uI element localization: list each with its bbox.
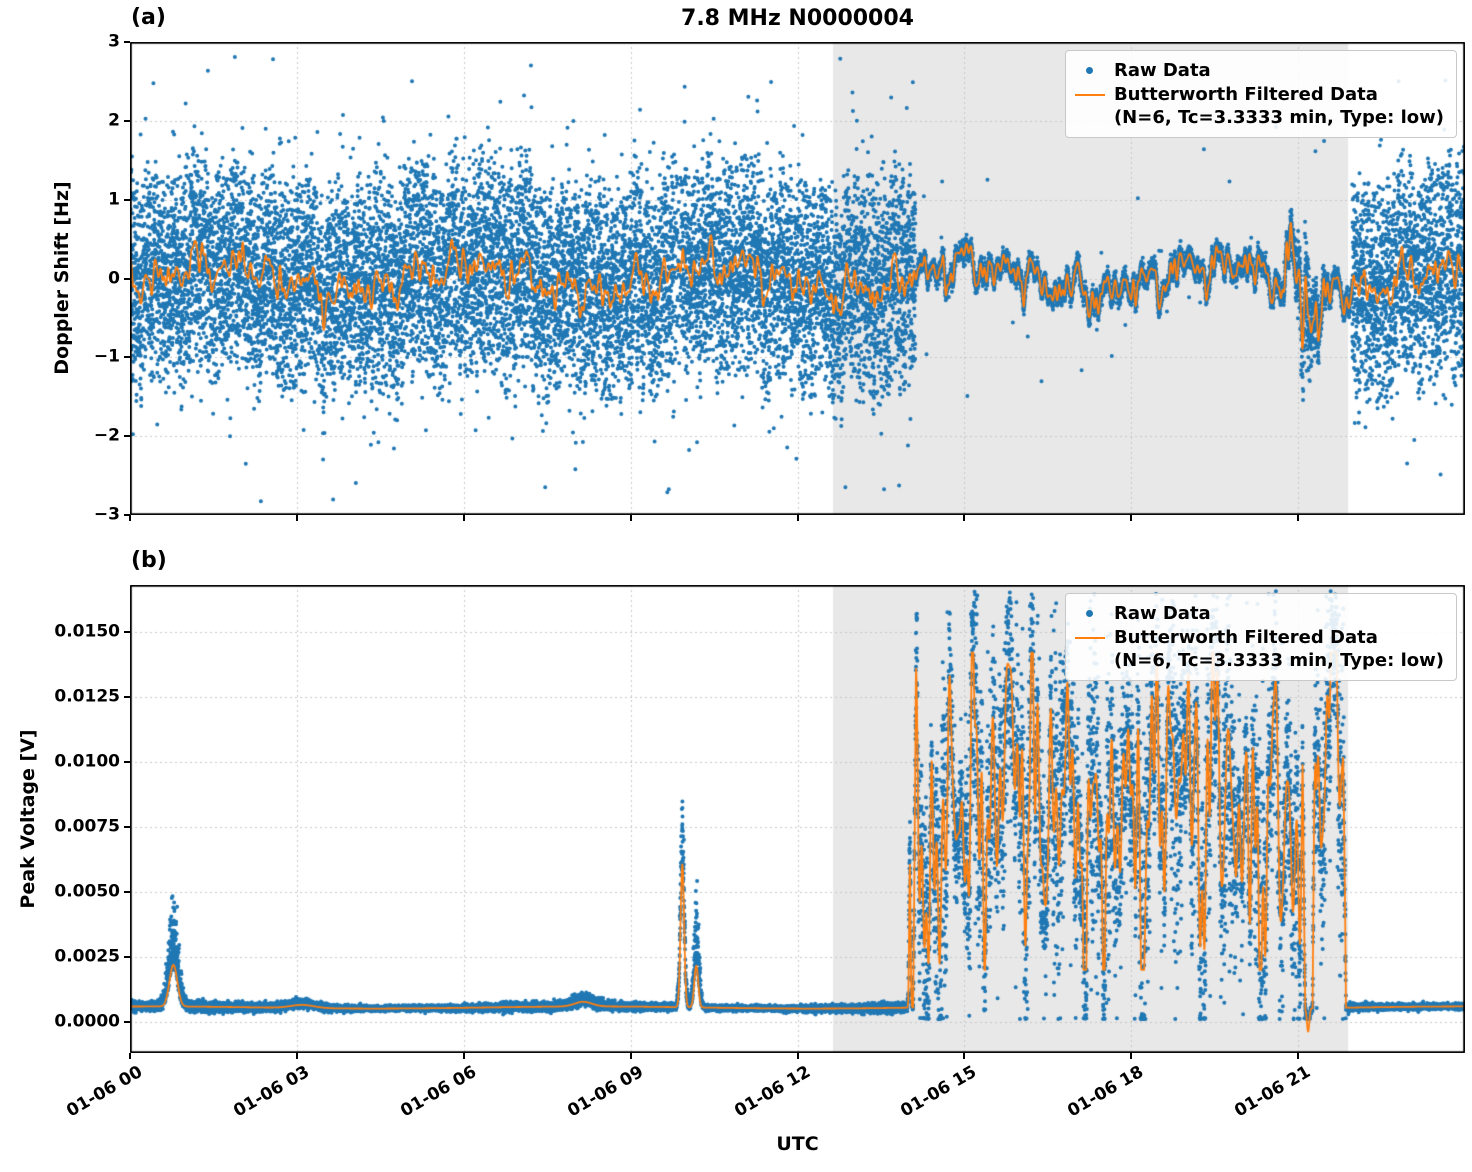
y-tick-mark [124, 955, 130, 958]
y-tick-label: −2 [93, 425, 120, 446]
legend-filtered-marker-box [1074, 626, 1105, 640]
y-tick-label: 0.0150 [54, 621, 120, 642]
legend-filtered-params: (N=6, Tc=3.3333 min, Type: low) [1113, 650, 1444, 672]
panel-b-label: (b) [131, 548, 167, 573]
x-tick-mark [129, 1053, 131, 1059]
y-tick-mark [124, 630, 130, 633]
y-tick-label: −3 [93, 504, 120, 525]
x-tick-mark [1130, 1053, 1133, 1059]
x-tick-mark [1297, 1053, 1300, 1059]
legend-item-raw: Raw Data [1075, 59, 1444, 82]
x-tick-mark [963, 515, 966, 521]
legend-filtered-label: Butterworth Filtered Data [1113, 84, 1378, 106]
x-tick-mark [295, 515, 298, 521]
figure-title: 7.8 MHz N0000004 [681, 6, 914, 31]
x-axis-label: UTC [776, 1133, 819, 1155]
y-tick-label: 0.0050 [54, 881, 120, 902]
y-tick-label: 3 [108, 31, 120, 52]
x-tick-mark [129, 515, 131, 521]
y-tick-label: −1 [93, 346, 120, 367]
x-tick-label: 01-06 21 [1231, 1062, 1315, 1122]
x-tick-mark [1297, 515, 1300, 521]
y-tick-mark [124, 825, 130, 828]
raw-dot-icon [1086, 67, 1094, 75]
y-tick-mark [124, 435, 130, 438]
legend-filtered-marker-box [1074, 83, 1105, 97]
x-tick-mark [629, 1053, 632, 1059]
x-tick-label: 01-06 12 [730, 1062, 814, 1122]
x-tick-mark [295, 1053, 298, 1059]
legend-item-filtered: Butterworth Filtered Data (N=6, Tc=3.333… [1074, 626, 1444, 672]
y-tick-mark [124, 119, 130, 122]
panel-a-legend: Raw Data Butterworth Filtered Data (N=6,… [1064, 50, 1457, 139]
y-tick-mark [124, 695, 130, 698]
panel-a-label: (a) [131, 5, 166, 30]
panel-a-ylabel: Doppler Shift [Hz] [51, 181, 73, 375]
x-tick-label: 01-06 15 [897, 1062, 981, 1122]
x-tick-label: 01-06 06 [397, 1062, 480, 1122]
x-tick-label: 01-06 03 [230, 1062, 313, 1122]
y-tick-mark [124, 1020, 130, 1023]
x-tick-label: 01-06 09 [563, 1062, 647, 1122]
legend-raw-marker-box [1075, 67, 1105, 75]
y-tick-mark [124, 760, 130, 763]
legend-filtered-label-block: Butterworth Filtered Data (N=6, Tc=3.333… [1114, 626, 1444, 672]
y-tick-label: 0.0000 [54, 1011, 120, 1032]
filtered-line-icon [1074, 94, 1105, 97]
panel-b-ylabel: Peak Voltage [V] [17, 729, 39, 909]
legend-raw-label: Raw Data [1113, 60, 1211, 81]
y-tick-label: 0.0100 [54, 751, 120, 772]
y-tick-mark [124, 41, 130, 43]
raw-dot-icon [1086, 610, 1094, 618]
y-tick-label: 2 [108, 110, 120, 131]
x-tick-mark [796, 1053, 799, 1059]
legend-item-filtered: Butterworth Filtered Data (N=6, Tc=3.333… [1074, 83, 1444, 129]
legend-filtered-params: (N=6, Tc=3.3333 min, Type: low) [1113, 107, 1444, 129]
y-tick-mark [124, 277, 130, 280]
y-tick-label: 0.0125 [54, 686, 120, 707]
x-tick-mark [462, 1053, 465, 1059]
x-tick-label: 01-06 18 [1064, 1062, 1148, 1122]
legend-item-raw: Raw Data [1075, 602, 1444, 625]
x-tick-mark [796, 515, 799, 521]
y-tick-label: 0.0025 [54, 946, 120, 967]
legend-raw-label: Raw Data [1113, 603, 1211, 624]
y-tick-label: 1 [108, 189, 120, 210]
y-tick-mark [124, 356, 130, 359]
y-tick-label: 0 [108, 268, 120, 289]
y-tick-mark [124, 198, 130, 201]
legend-filtered-label: Butterworth Filtered Data [1113, 627, 1378, 649]
x-tick-mark [963, 1053, 966, 1059]
x-tick-mark [1130, 515, 1133, 521]
y-tick-mark [124, 514, 130, 516]
panel-b-legend: Raw Data Butterworth Filtered Data (N=6,… [1064, 593, 1457, 682]
legend-filtered-label-block: Butterworth Filtered Data (N=6, Tc=3.333… [1114, 83, 1444, 129]
x-tick-mark [629, 515, 632, 521]
legend-raw-marker-box [1075, 610, 1105, 618]
filtered-line-icon [1074, 637, 1105, 640]
x-tick-mark [462, 515, 465, 521]
y-tick-label: 0.0075 [54, 816, 120, 837]
y-tick-mark [124, 890, 130, 893]
x-tick-label: 01-06 00 [63, 1062, 146, 1122]
